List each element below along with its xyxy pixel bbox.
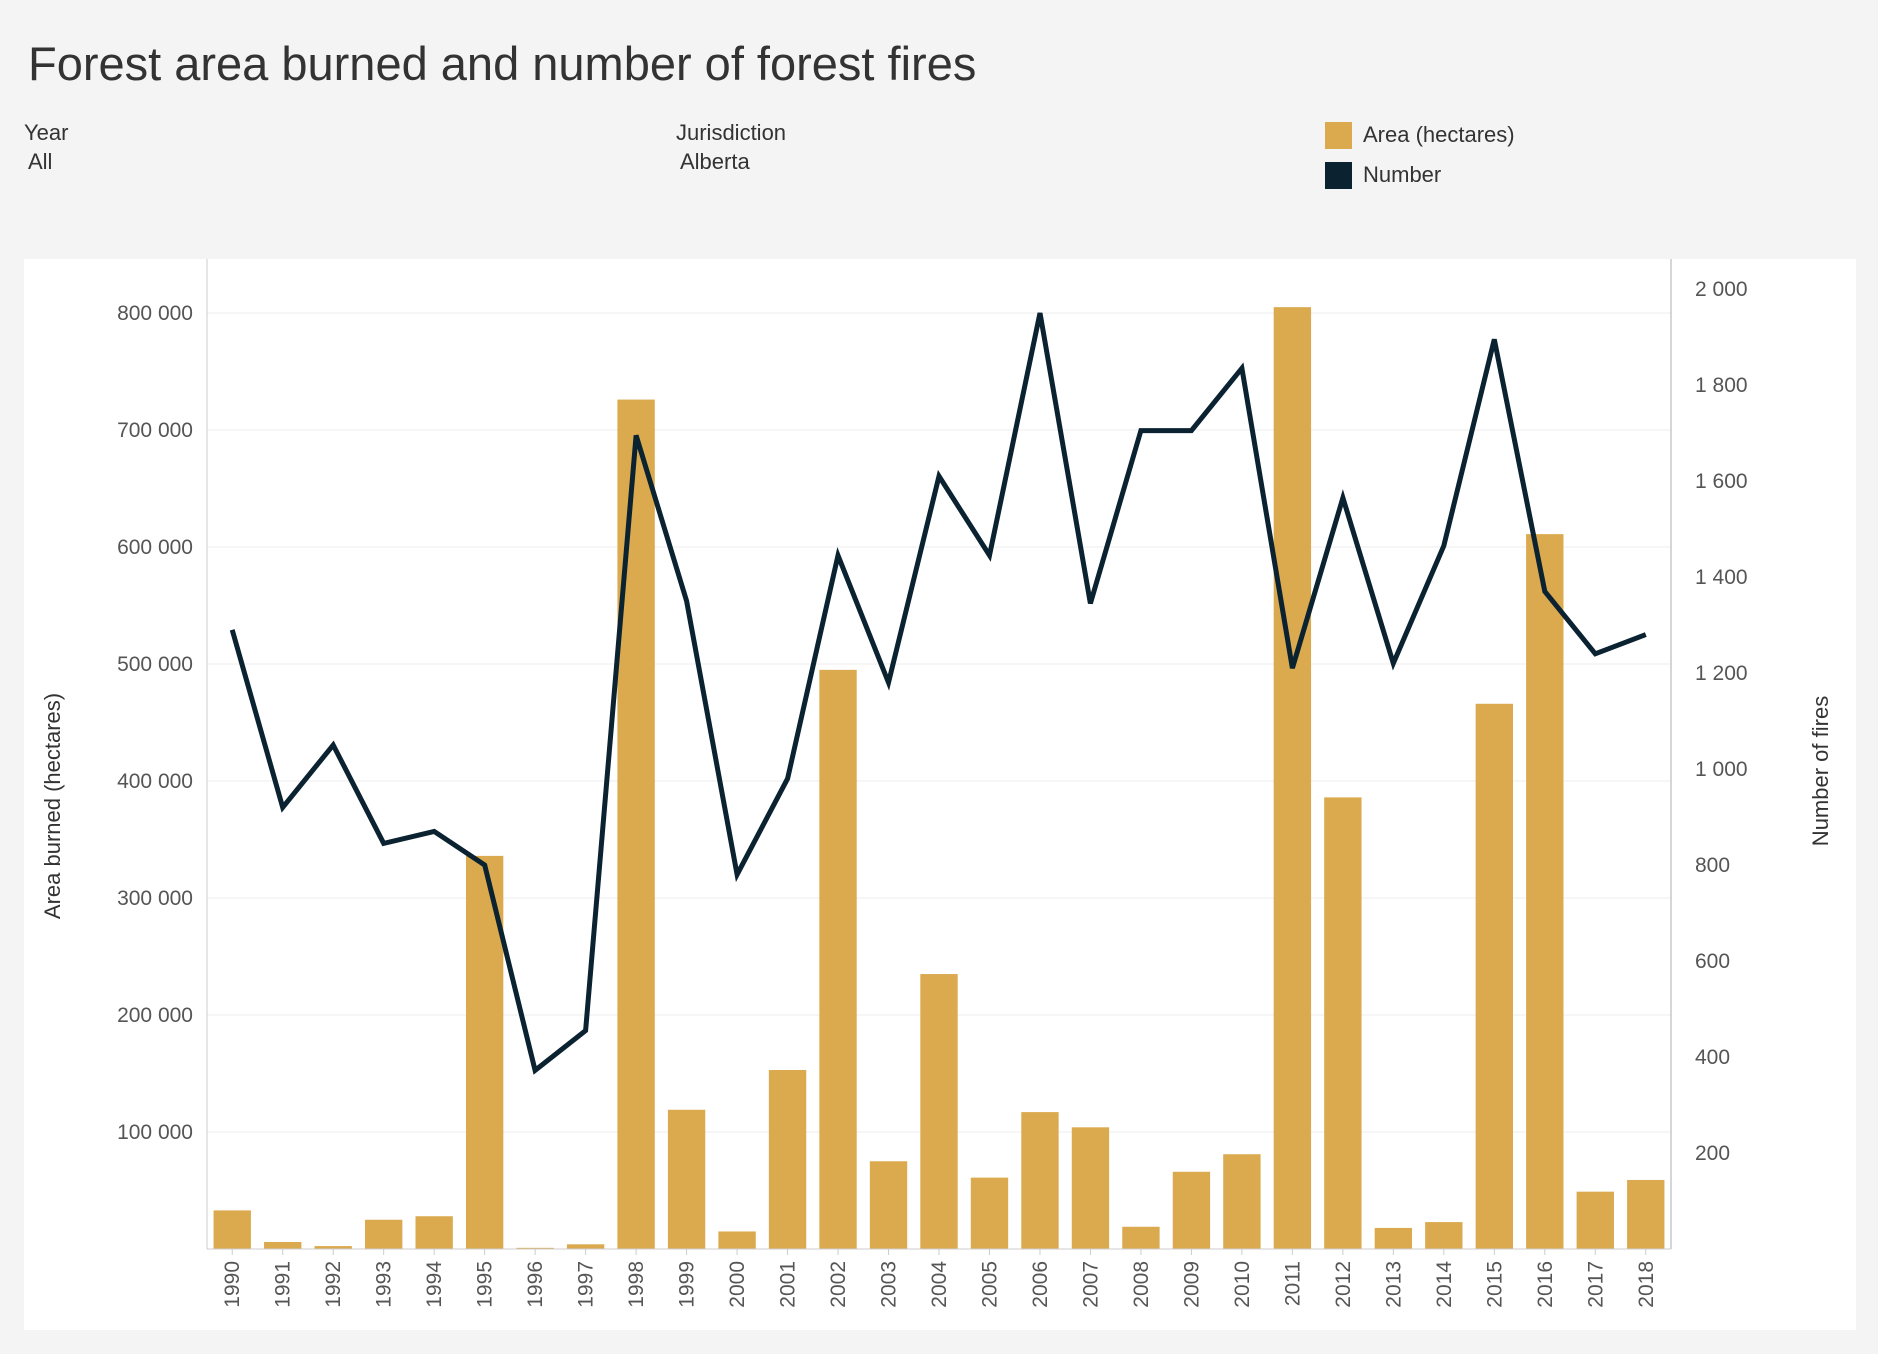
year-filter[interactable]: Year All [24,120,68,175]
x-tick-label: 1990 [221,1261,244,1308]
x-tick-label: 2000 [726,1261,749,1308]
bar-1997 [566,1244,605,1249]
y2-tick-label: 1 400 [1695,566,1748,589]
legend-swatch-number [1325,161,1352,189]
y2-tick-label: 2 000 [1695,278,1748,301]
bar-1992 [314,1246,352,1249]
y2-tick-label: 1 800 [1695,374,1748,397]
y2-tick-label: 200 [1695,1142,1730,1165]
y-tick-label: 300 000 [117,887,193,910]
jurisdiction-filter[interactable]: Jurisdiction Alberta [676,120,786,175]
y2-tick-label: 1 000 [1695,758,1748,781]
chart-panel: 100 000 200 000 300 000 400 000 500 000 600 0… [24,259,1856,1330]
bar-1991 [264,1241,302,1249]
bar-1994 [415,1216,453,1249]
y-tick-label: 500 000 [117,653,193,676]
x-tick-label: 2002 [827,1261,850,1308]
year-filter-value[interactable]: All [28,149,53,174]
bar-2009 [1172,1171,1211,1249]
y-tick-label: 800 000 [117,302,193,325]
x-tick-label: 2008 [1130,1261,1153,1308]
x-tick-label: 2003 [878,1261,901,1308]
bar-2018 [1627,1179,1665,1249]
bar-2011 [1273,307,1312,1249]
x-tick-label: 1995 [474,1261,497,1308]
y-tick-label: 400 000 [117,770,193,793]
line-series-number [229,312,1647,1075]
bar-2012 [1324,797,1362,1249]
bar-1998 [617,399,655,1249]
x-tick-label: 2012 [1332,1261,1355,1308]
x-tick-label: 2014 [1433,1261,1456,1308]
bar-2003 [869,1161,908,1249]
chart-legend: Area (hectares) Number [1325,120,1515,200]
bar-2016 [1526,534,1564,1249]
y2-tick-label: 400 [1695,1046,1730,1069]
x-tick-label: 1991 [272,1261,295,1308]
bar-2008 [1122,1226,1160,1249]
jurisdiction-filter-label: Jurisdiction [676,120,787,145]
x-tick-label: 2018 [1635,1261,1658,1308]
bar-2005 [970,1177,1009,1249]
x-tick-label: 1992 [322,1261,345,1308]
x-tick-label: 1993 [373,1261,396,1308]
bar-2014 [1425,1222,1463,1249]
bar-2013 [1374,1227,1413,1249]
y-axis-title: Area burned (hectares) [40,693,65,919]
x-tick-label: 2009 [1180,1261,1203,1308]
page-title: Forest area burned and number of forest … [28,37,977,90]
x-tick-label: 2017 [1584,1261,1607,1308]
x-tick-label: 2015 [1483,1261,1506,1308]
bar-1996 [516,1247,554,1249]
x-tick-label: 2006 [1029,1261,1052,1308]
bar-2004 [920,974,958,1249]
x-tick-label: 2011 [1281,1261,1304,1306]
bar-2010 [1223,1154,1261,1249]
x-tick-label: 1998 [625,1261,648,1308]
bar-2007 [1071,1127,1110,1249]
x-tick-label: 1994 [423,1261,446,1308]
legend-label-number: Number [1363,162,1442,187]
legend-swatch-area [1325,121,1352,149]
y-tick-label: 100 000 [117,1121,193,1144]
y2-axis-title: Number of fires [1808,696,1833,846]
x-tick-label: 2001 [777,1261,800,1308]
x-tick-label: 2010 [1231,1261,1254,1308]
legend-item-area[interactable]: Area (hectares) [1325,120,1515,150]
year-filter-label: Year [24,120,69,145]
x-tick-label: 2007 [1079,1261,1102,1308]
bar-1999 [667,1109,706,1249]
bar-2000 [718,1231,756,1249]
y-tick-label: 700 000 [117,419,193,442]
x-tick-label: 1996 [524,1261,547,1308]
x-tick-label: 1999 [676,1261,699,1308]
bar-2002 [819,669,857,1249]
y2-tick-label: 800 [1695,854,1730,877]
bar-1993 [365,1219,403,1249]
y2-tick-label: 1 200 [1695,662,1748,685]
y-tick-label: 200 000 [117,1004,193,1027]
bar-1990 [213,1210,251,1249]
y-tick-label: 600 000 [117,536,193,559]
legend-item-number[interactable]: Number [1325,160,1515,190]
bar-2015 [1475,703,1513,1249]
y2-tick-label: 1 600 [1695,470,1748,493]
x-tick-label: 2013 [1382,1261,1405,1308]
combo-chart: 100 000 200 000 300 000 400 000 500 000 600 0… [40,259,1833,1308]
y2-tick-label: 600 [1695,950,1730,973]
x-tick-label: 2016 [1534,1261,1557,1308]
jurisdiction-filter-value[interactable]: Alberta [680,149,750,174]
x-tick-label: 1997 [575,1261,598,1308]
bar-2017 [1576,1191,1614,1249]
legend-label-area: Area (hectares) [1363,122,1515,147]
x-tick-label: 2004 [928,1261,951,1308]
bar-2001 [768,1069,807,1249]
x-tick-label: 2005 [978,1261,1001,1308]
bar-2006 [1021,1112,1059,1249]
